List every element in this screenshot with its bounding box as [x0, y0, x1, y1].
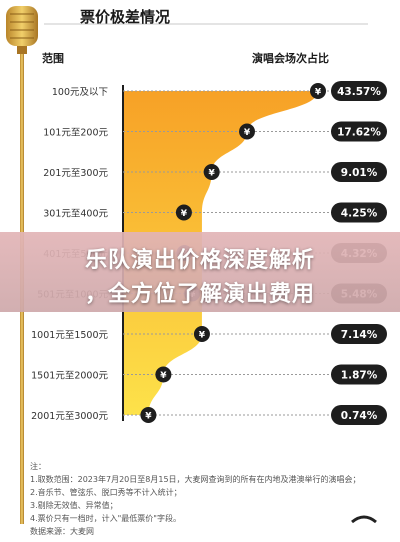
value-pill — [331, 324, 387, 344]
category-label: 301元至400元 — [43, 209, 108, 220]
chart-title: 票价极差情况 — [80, 8, 170, 26]
yuan-coin-icon — [310, 83, 326, 99]
yuan-symbol: ¥ — [181, 209, 188, 219]
yuan-symbol: ¥ — [145, 412, 152, 422]
yuan-coin-icon — [155, 366, 172, 383]
yuan-coin-icon — [193, 326, 210, 342]
note-line: 3.剔除无效值、异常值； — [30, 501, 118, 510]
banner-line-1: 乐队演出价格深度解析 — [84, 248, 315, 273]
category-label: 1001元至1500元 — [31, 330, 108, 341]
value-label: 0.74% — [341, 410, 378, 422]
category-label: 2001元至3000元 — [31, 411, 108, 422]
value-pill — [331, 364, 387, 385]
yuan-symbol: ¥ — [160, 371, 167, 381]
value-pill — [331, 405, 387, 425]
category-label: 100元及以下 — [52, 87, 108, 98]
note-line: 注： — [30, 462, 46, 471]
value-pill — [331, 81, 387, 101]
header-share: 演唱会场次占比 — [252, 51, 329, 65]
value-label: 43.57% — [337, 86, 381, 98]
banner-line-2: ，全方位了解演出费用 — [84, 282, 315, 307]
category-label: 101元至200元 — [43, 128, 108, 139]
category-label: 1501元至2000元 — [31, 371, 108, 382]
value-label: 9.01% — [341, 167, 378, 179]
yuan-symbol: ¥ — [315, 88, 322, 98]
value-label: 4.25% — [341, 208, 378, 220]
yuan-coin-icon — [175, 204, 192, 221]
yuan-coin-icon — [203, 164, 220, 180]
note-line: 4.票价只有一档时，计入"最低票价"字段。 — [30, 514, 181, 523]
yuan-coin-icon — [239, 123, 256, 140]
value-pill — [331, 121, 387, 142]
note-line: 2.音乐节、管弦乐、脱口秀等不计入统计； — [30, 488, 182, 497]
value-pill — [331, 162, 387, 182]
yuan-symbol: ¥ — [199, 331, 206, 341]
value-label: 1.87% — [341, 370, 378, 382]
yuan-symbol: ¥ — [244, 128, 251, 138]
category-label: 201元至300元 — [43, 168, 108, 179]
data-source: 数据来源：大麦网 — [30, 527, 94, 536]
yuan-symbol: ¥ — [209, 169, 216, 179]
yuan-coin-icon — [140, 407, 157, 423]
note-line: 1.取数范围：2023年7月20日至8月15日，大麦网查询到的所有在内地及港澳举… — [30, 475, 360, 484]
header-range: 范围 — [42, 51, 64, 65]
banner-overlay: 乐队演出价格深度解析 ，全方位了解演出费用 — [0, 232, 400, 312]
value-label: 7.14% — [341, 329, 378, 341]
value-label: 17.62% — [337, 127, 381, 139]
footnotes: 注： 1.取数范围：2023年7月20日至8月15日，大麦网查询到的所有在内地及… — [30, 460, 360, 538]
value-pill — [331, 202, 387, 223]
